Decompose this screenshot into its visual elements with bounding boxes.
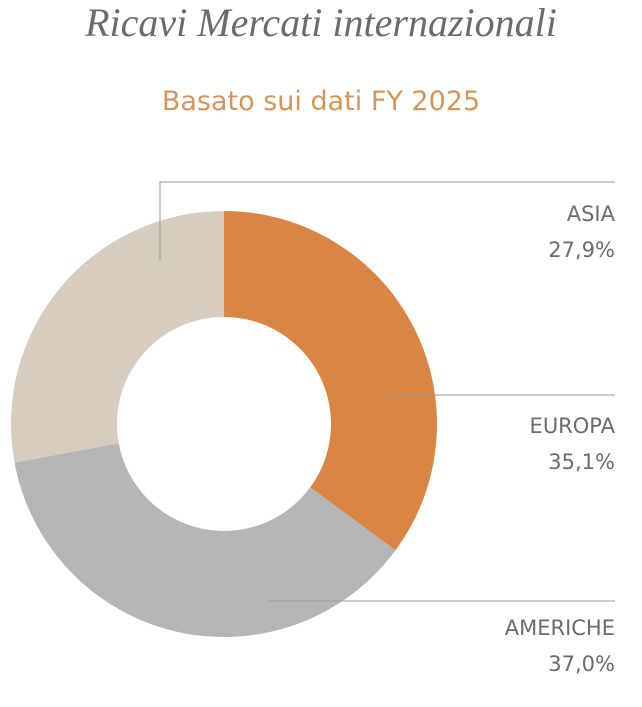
donut-slice: [224, 211, 438, 551]
chart-title: Ricavi Mercati internazionali: [84, 0, 557, 45]
donut: [10, 211, 438, 638]
data-label: 37,0%: [548, 652, 615, 676]
legend-label: ASIA: [567, 202, 616, 226]
leader-line: [159, 181, 615, 260]
legend-label: AMERICHE: [505, 616, 615, 640]
chart-subtitle: Basato sui dati FY 2025: [162, 86, 480, 117]
legend-label: EUROPA: [530, 414, 616, 438]
donut-slice: [10, 211, 224, 463]
data-label: 27,9%: [548, 238, 615, 262]
data-label: 35,1%: [548, 450, 615, 474]
donut-slice: [14, 443, 396, 638]
